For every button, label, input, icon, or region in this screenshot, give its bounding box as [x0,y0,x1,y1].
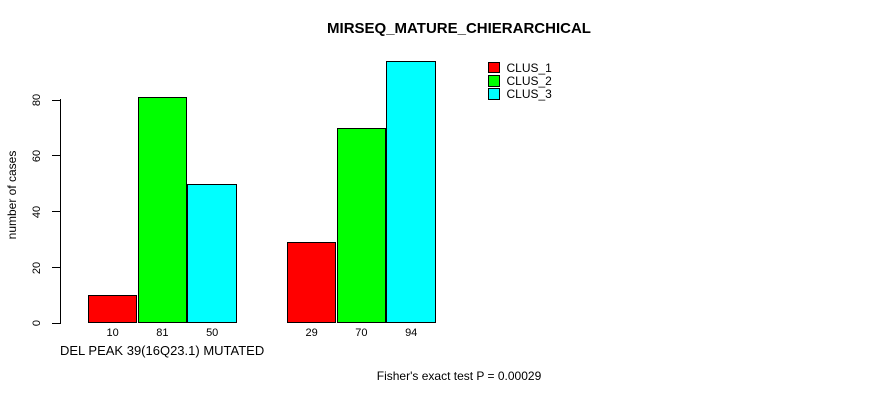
legend-swatch-clus-1-icon [488,61,500,74]
bar-value-label: 81 [156,326,169,339]
legend-label-clus-3: CLUS_3 [506,87,552,102]
bar-value-label: 10 [106,326,119,339]
y-axis-line [60,99,61,324]
bar-value-label: 50 [206,326,219,339]
chart-title: MIRSEQ_MATURE_CHIERARCHICAL [327,20,591,37]
bar-clus_3-group2 [386,61,437,324]
y-tick-label: 40 [31,205,43,218]
legend-swatch-clus-3-icon [488,88,500,100]
bar-clus_1-group1 [87,295,138,324]
y-tick-mark [52,267,60,268]
bar-value-label: 29 [305,326,318,339]
y-tick-mark [52,99,60,101]
y-tick-mark [52,211,60,213]
legend-item-clus-2: CLUS_2 [488,73,552,88]
bar-clus_2-group1 [137,97,188,324]
y-tick-label: 20 [31,261,43,274]
bar-clus_2-group2 [336,128,387,324]
x-axis-label: DEL PEAK 39(16Q23.1) MUTATED [60,343,265,358]
bar-clus_1-group2 [286,242,337,324]
legend: CLUS_1 CLUS_2 CLUS_3 [488,61,552,101]
annotation-text: Fisher's exact test P = 0.00029 [376,369,542,383]
y-axis-label: number of cases [5,150,19,240]
legend-label-clus-2: CLUS_2 [506,73,552,88]
legend-item-clus-3: CLUS_3 [488,87,552,102]
legend-label-clus-1: CLUS_1 [506,60,552,75]
y-tick-label: 60 [31,149,43,163]
y-tick-label: 0 [31,320,43,327]
y-tick-mark [52,155,60,157]
legend-item-clus-1: CLUS_1 [488,60,552,75]
y-tick-label: 80 [31,93,43,107]
bar-value-label: 94 [405,326,418,339]
y-tick-mark [52,322,60,324]
legend-swatch-clus-2-icon [488,75,500,87]
bar-value-label: 70 [355,326,368,339]
bar-clus_3-group1 [187,183,238,324]
